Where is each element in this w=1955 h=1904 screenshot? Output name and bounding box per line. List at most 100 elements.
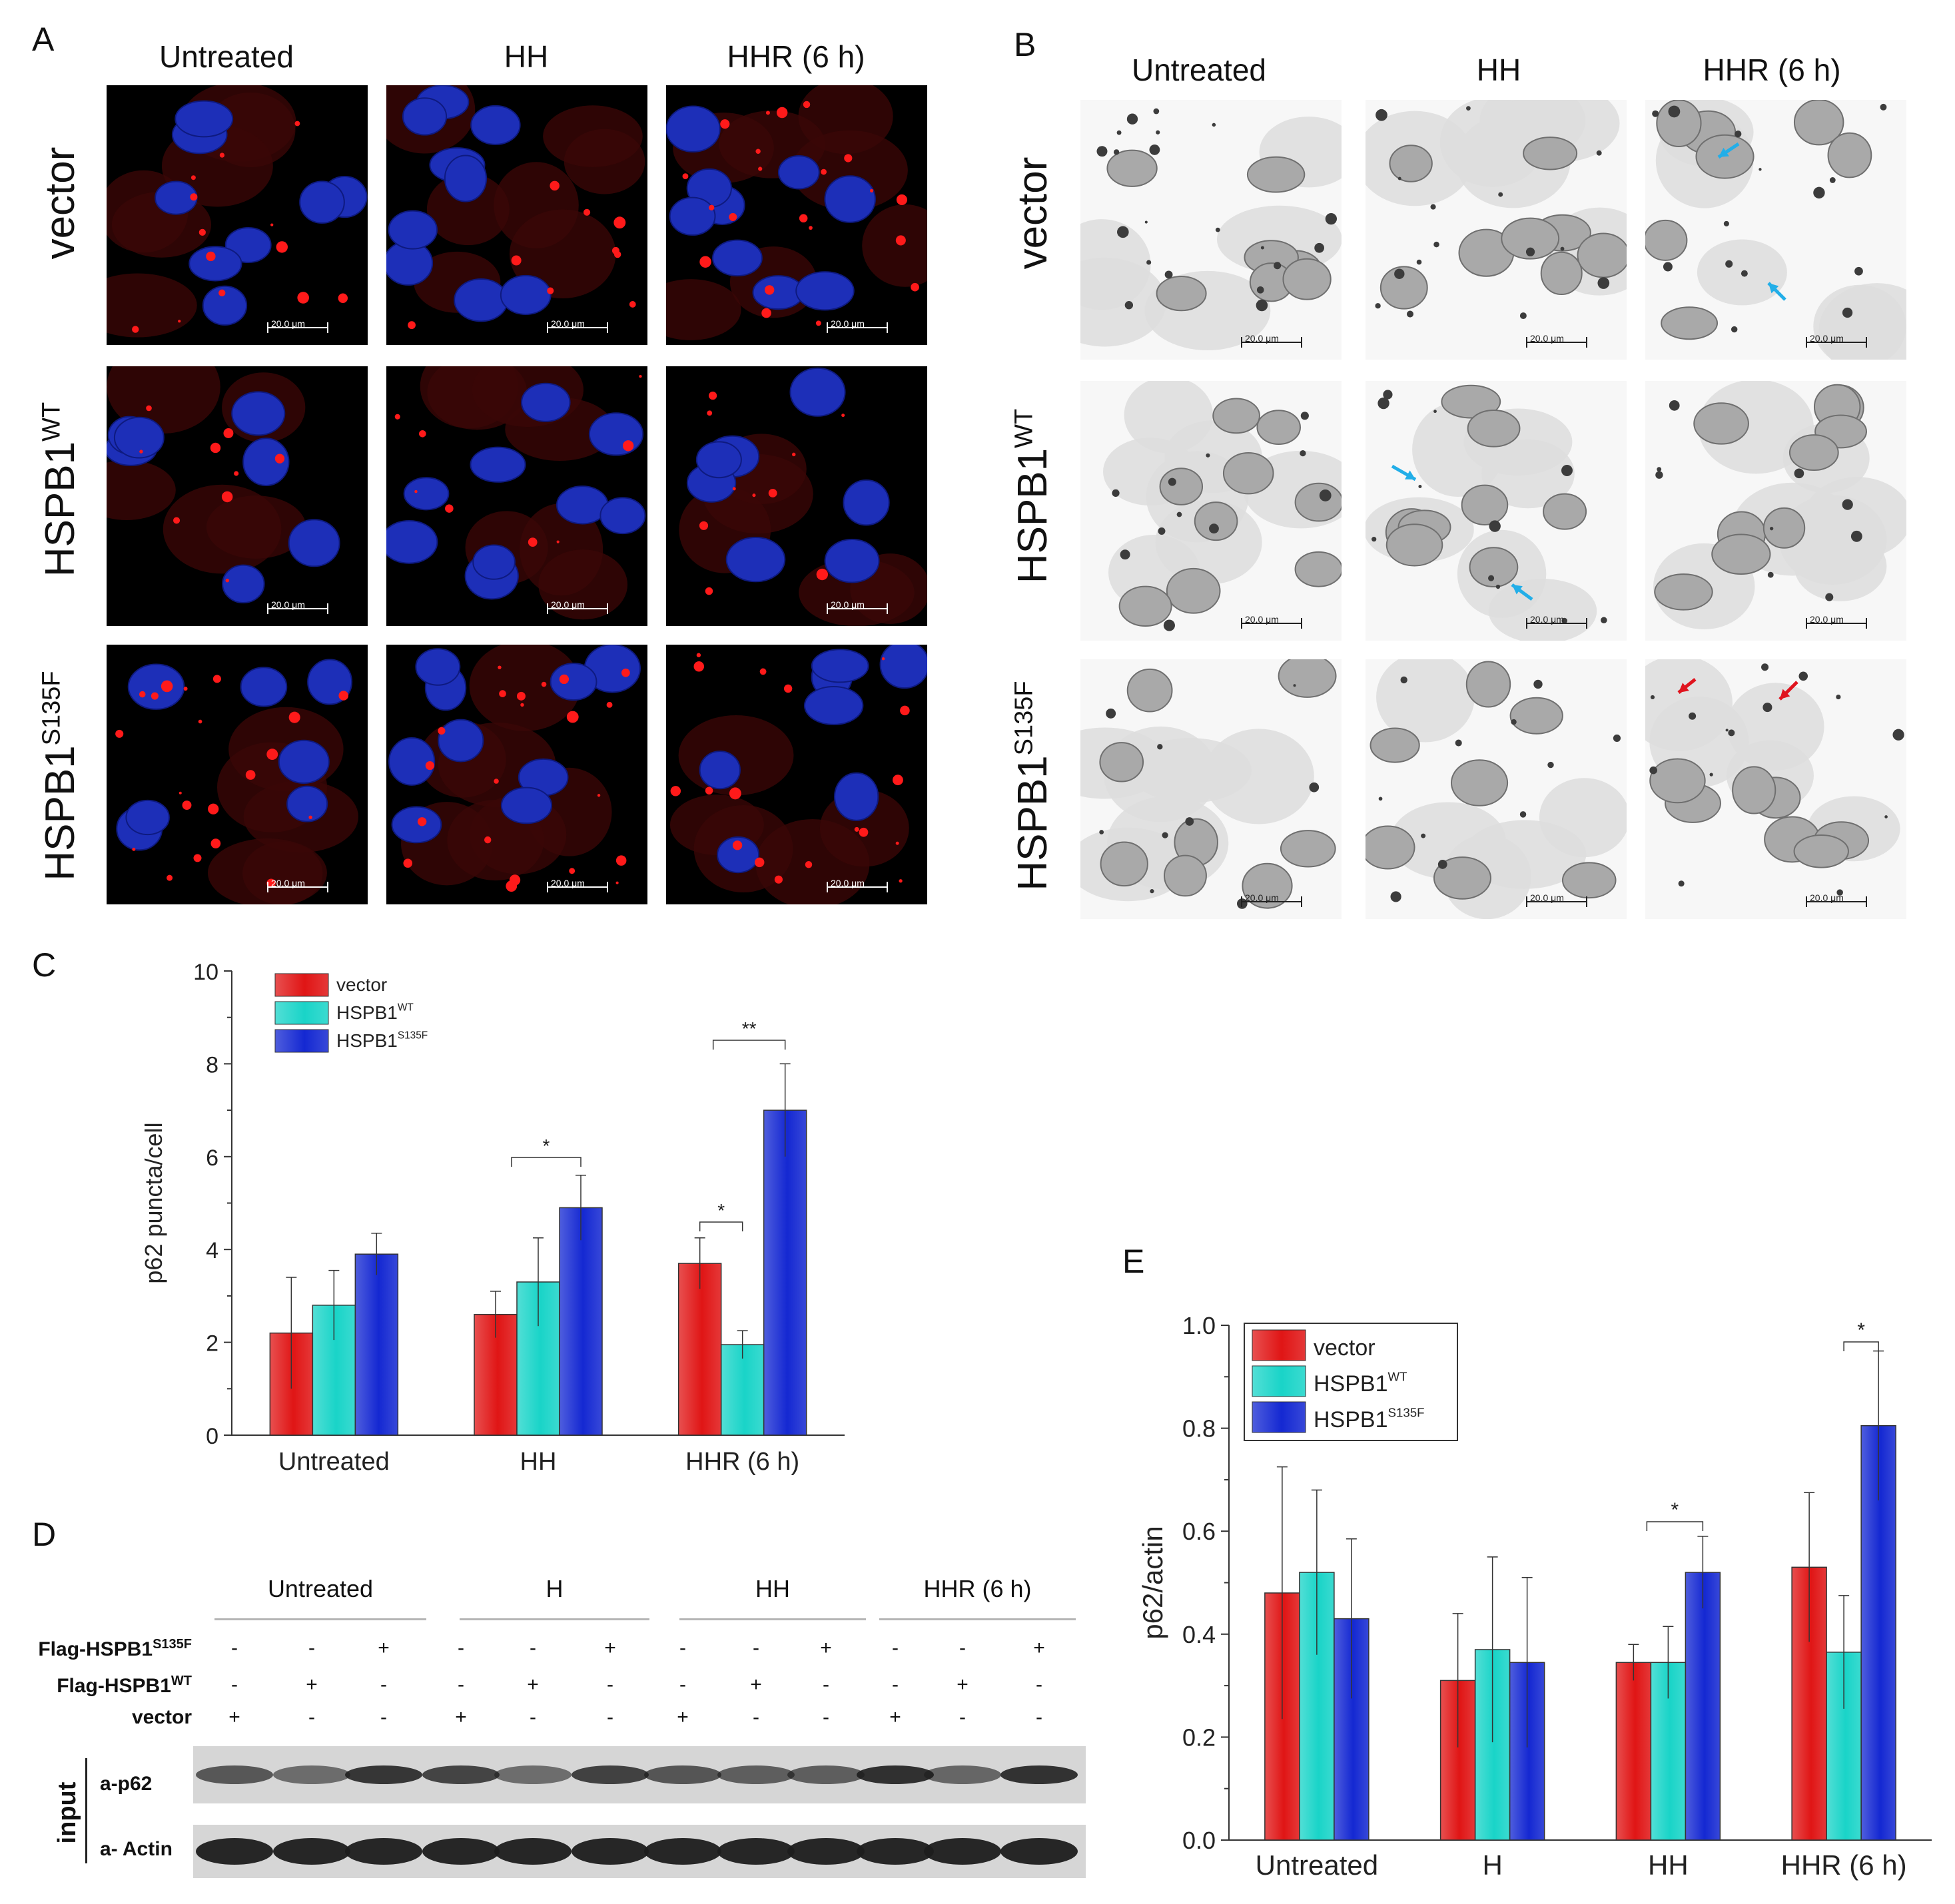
- wb-sign: -: [308, 1637, 315, 1659]
- legend-C: vector HSPB1WT HSPB1S135F: [274, 973, 428, 1053]
- wb-band: [196, 1765, 273, 1784]
- sig-e-hh: *: [1646, 1499, 1704, 1531]
- y-tick-label: 0.0: [1182, 1827, 1216, 1854]
- panel-a-scale-label: 20.0 μm: [271, 878, 305, 888]
- bar-E-3-2: [1860, 1425, 1896, 1841]
- wb-band: [422, 1765, 500, 1784]
- x-tick-label: HHR (6 h): [685, 1448, 799, 1476]
- bar-E-1-1: [1474, 1649, 1511, 1841]
- panel-a-image-s135f-hh: 20.0 μm: [386, 645, 647, 904]
- bar-E-1-0: [1439, 1680, 1476, 1841]
- wb-row-label: Flag-HSPB1S135F: [0, 1637, 192, 1661]
- sig-c-hhr-wt: *: [699, 1200, 743, 1231]
- y-tick-label: 0: [206, 1424, 218, 1449]
- wb-sign: +: [228, 1706, 240, 1728]
- panel-b-scale-label: 20.0 μm: [1530, 892, 1564, 903]
- wb-band: [273, 1838, 350, 1865]
- wb-group-underline: [460, 1618, 649, 1620]
- legend-swatch: [274, 1001, 329, 1025]
- bar-E-1-2: [1509, 1662, 1545, 1841]
- legend-sup: S135F: [1388, 1406, 1425, 1420]
- wb-group-underline: [879, 1618, 1076, 1620]
- wb-group-header: Untreated: [267, 1575, 374, 1602]
- y-tick-label: 10: [193, 960, 218, 985]
- wb-sign: -: [679, 1637, 686, 1659]
- wb-group-header: H: [546, 1575, 564, 1602]
- panel-b-scale-label: 20.0 μm: [1245, 892, 1279, 903]
- wb-sign: -: [380, 1706, 387, 1728]
- legend-label: vector: [336, 974, 387, 995]
- wb-sign: +: [889, 1706, 901, 1728]
- x-tick-label: HH: [1648, 1849, 1689, 1881]
- legend-label: HSPB1WT: [1314, 1370, 1407, 1397]
- wb-band: [924, 1765, 1001, 1784]
- panel-b-scale-label: 20.0 μm: [1245, 333, 1279, 344]
- panel-a-image-vector-hh: 20.0 μm: [386, 85, 647, 345]
- wb-row-label-text: Flag-HSPB1: [38, 1638, 153, 1660]
- panel-a-scale-label: 20.0 μm: [831, 318, 865, 329]
- wb-group-underline: [214, 1618, 426, 1620]
- wb-band: [924, 1838, 1001, 1865]
- panel-a-scale-label: 20.0 μm: [271, 318, 305, 329]
- panel-b-col-untreated: Untreated: [1131, 53, 1266, 87]
- bar-C-1-1: [516, 1281, 560, 1436]
- bar-E-0-0: [1264, 1592, 1300, 1841]
- y-axis-label: p62/actin: [1137, 1526, 1168, 1639]
- panel-a-letter: A: [32, 21, 55, 58]
- x-tick-label: HHR (6 h): [1781, 1849, 1907, 1881]
- panel-a-scale-label: 20.0 μm: [271, 599, 305, 610]
- wb-sign: -: [308, 1706, 315, 1728]
- sig-c-hhr-s135f: **: [712, 1018, 786, 1050]
- panel-a-scale-label: 20.0 μm: [831, 599, 865, 610]
- legend-label: vector: [1314, 1335, 1375, 1361]
- panel-b-col-hhr: HHR (6 h): [1703, 53, 1841, 87]
- wb-sign: -: [231, 1637, 238, 1659]
- x-tick-label: H: [1482, 1849, 1502, 1881]
- panel-b-image-wt-hh: 20.0 μm: [1366, 381, 1627, 641]
- cyan-arrow-1: [1717, 142, 1740, 159]
- panel-b-scale-label: 20.0 μm: [1530, 333, 1564, 344]
- panel-a-col-hh: HH: [504, 39, 549, 74]
- panel-a-scale-label: 20.0 μm: [551, 878, 585, 888]
- panel-a-image-wt-hhr: 20.0 μm: [666, 366, 927, 626]
- panel-a-col-hhr: HHR (6 h): [727, 39, 865, 74]
- wb-sign: +: [306, 1674, 318, 1696]
- bar-E-3-0: [1791, 1566, 1827, 1841]
- wb-sign: -: [607, 1674, 613, 1696]
- panel-b-letter: B: [1014, 26, 1036, 63]
- cyan-arrow-2: [1767, 282, 1786, 301]
- wb-row-label: Flag-HSPB1WT: [0, 1674, 192, 1698]
- wb-band: [1000, 1765, 1078, 1784]
- bar-E-2-0: [1615, 1662, 1652, 1841]
- legend-swatch: [274, 973, 329, 997]
- wb-sign: +: [820, 1637, 832, 1659]
- cyan-arrow-3: [1391, 464, 1417, 481]
- bar-C-2-0: [677, 1263, 722, 1436]
- wb-sign: +: [527, 1674, 539, 1696]
- wb-row-label-text: vector: [131, 1706, 192, 1728]
- wb-sign: -: [753, 1706, 759, 1728]
- wb-band: [345, 1765, 422, 1784]
- y-tick-label: 0.8: [1182, 1415, 1216, 1442]
- significance-label: *: [717, 1200, 725, 1221]
- wb-strip-p62: [193, 1746, 1086, 1803]
- y-tick-label: 0.4: [1182, 1621, 1216, 1648]
- legend-swatch: [1252, 1401, 1306, 1433]
- wb-band: [345, 1838, 422, 1865]
- wb-band: [857, 1838, 934, 1865]
- significance-label: **: [742, 1018, 757, 1039]
- wb-band: [422, 1838, 500, 1865]
- panel-a-col-untreated: Untreated: [159, 39, 294, 74]
- wb-sign: +: [957, 1674, 969, 1696]
- wb-sign: -: [458, 1637, 464, 1659]
- panel-a-scale-label: 20.0 μm: [551, 318, 585, 329]
- panel-b-scale-label: 20.0 μm: [1810, 614, 1844, 625]
- legend-swatch: [1252, 1329, 1306, 1361]
- panel-b-image-wt-untreated: 20.0 μm: [1080, 381, 1342, 641]
- wb-band: [644, 1765, 721, 1784]
- panel-b-scale-label: 20.0 μm: [1530, 614, 1564, 625]
- wb-band: [196, 1838, 273, 1865]
- panel-e-letter: E: [1122, 1243, 1145, 1280]
- wb-group-header: HH: [755, 1575, 790, 1602]
